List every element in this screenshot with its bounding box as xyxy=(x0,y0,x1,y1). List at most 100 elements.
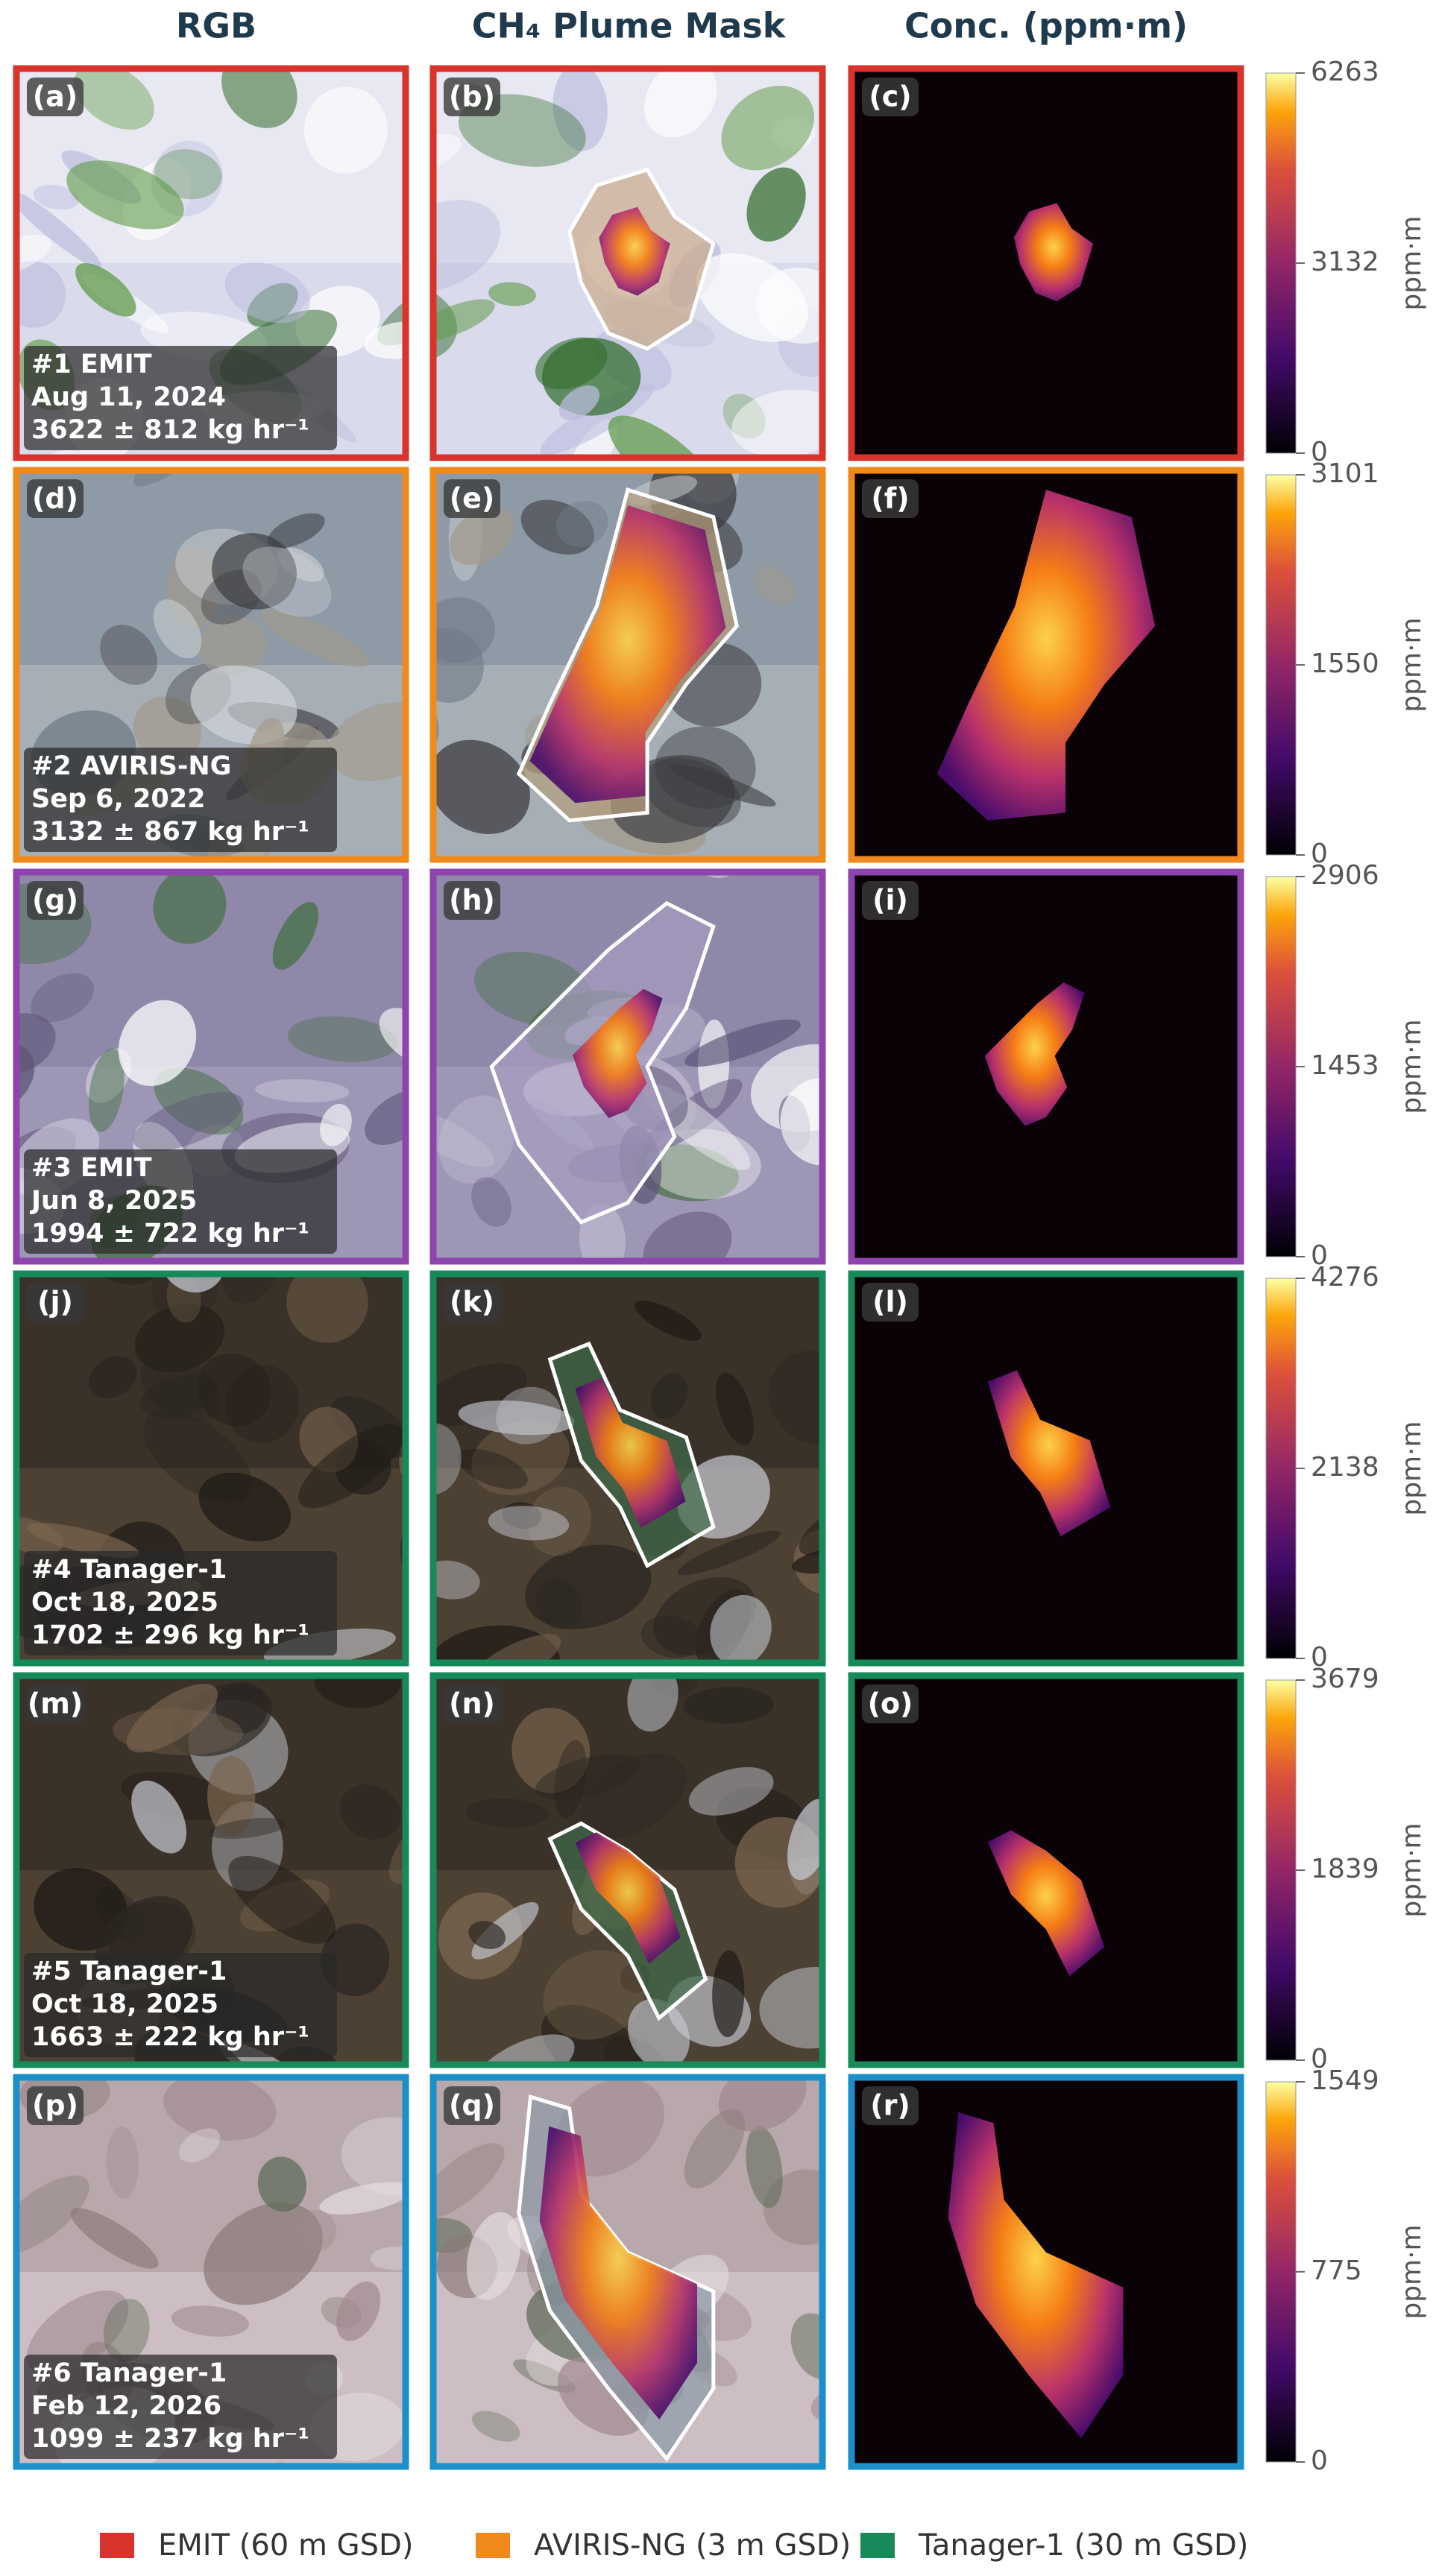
image-texture xyxy=(558,385,600,420)
image-texture xyxy=(272,901,319,970)
image-texture xyxy=(341,2117,406,2196)
legend-swatch xyxy=(476,2533,510,2558)
panel-label-box xyxy=(862,78,919,116)
info-text: #2 AVIRIS-NG xyxy=(31,751,231,781)
image-texture xyxy=(457,1448,528,1489)
image-texture xyxy=(379,1008,406,1067)
image-texture xyxy=(314,1676,401,1708)
panel-label: (b) xyxy=(449,80,495,113)
colorbar-tick-label: 0 xyxy=(1311,437,1328,467)
colorbar-tick-label: 2138 xyxy=(1311,1452,1379,1483)
image-texture xyxy=(221,1274,277,1304)
panel-label: (m) xyxy=(28,1688,83,1720)
legend-label: EMIT (60 m GSD) xyxy=(158,2528,413,2563)
panel-border xyxy=(429,467,826,863)
panel-border xyxy=(13,868,409,1265)
image-texture xyxy=(541,2004,642,2065)
panel-label: (l) xyxy=(872,1286,908,1319)
image-texture xyxy=(179,2128,221,2163)
image-texture xyxy=(465,1799,549,1828)
colorbar xyxy=(1265,876,1297,1257)
mask-panel xyxy=(433,2077,822,2466)
panel-border xyxy=(429,1672,826,2068)
image-texture xyxy=(365,1090,406,1145)
colorbar xyxy=(1265,72,1297,454)
image-texture xyxy=(640,1615,702,1658)
plume-concentration xyxy=(984,982,1085,1126)
image-texture xyxy=(466,2212,521,2300)
legend-label: AVIRIS-NG (3 m GSD) xyxy=(534,2528,851,2563)
image-texture xyxy=(85,1048,132,1103)
plume-concentration xyxy=(936,490,1156,821)
panel-border xyxy=(429,2074,826,2470)
colorbar-tick-label: 0 xyxy=(1311,1642,1328,1673)
panel-label-box xyxy=(862,1283,919,1322)
panel-border xyxy=(848,65,1244,461)
colorbar-tick-label: 4276 xyxy=(1311,1262,1379,1292)
image-texture xyxy=(527,1486,592,1556)
image-texture xyxy=(131,1780,187,1854)
image-texture xyxy=(103,2299,150,2363)
colorbar-tick-label: 0 xyxy=(1311,839,1328,869)
image-texture xyxy=(471,1177,511,1227)
panel-label-box xyxy=(444,1283,500,1322)
image-texture xyxy=(139,1374,218,1418)
rgb-panel xyxy=(16,2077,406,2466)
image-texture xyxy=(16,188,102,268)
image-texture xyxy=(433,1363,528,1427)
info-text: #4 Tanager-1 xyxy=(31,1555,227,1585)
colorbar-tick-label: 775 xyxy=(1311,2255,1362,2286)
plume-concentration xyxy=(987,1830,1105,1977)
legend-swatch xyxy=(100,2533,134,2558)
image-texture xyxy=(471,2411,520,2442)
panel-border xyxy=(429,1270,826,1667)
image-texture xyxy=(153,599,202,659)
image-texture xyxy=(100,625,158,685)
image-texture xyxy=(16,2175,89,2255)
panel-label: (o) xyxy=(868,1688,913,1720)
image-texture xyxy=(643,1211,732,1261)
image-texture xyxy=(488,282,536,306)
info-text: #1 EMIT xyxy=(31,350,152,379)
image-texture xyxy=(677,1530,781,1576)
image-texture xyxy=(133,1092,244,1152)
colorbar-label: ppm·m xyxy=(1397,2224,1427,2319)
info-text: 3622 ± 812 kg hr⁻¹ xyxy=(31,415,309,445)
image-texture xyxy=(458,1400,575,1436)
info-box xyxy=(24,748,337,852)
panel-border xyxy=(13,467,409,863)
image-texture xyxy=(88,1048,125,1132)
mask-panel xyxy=(433,470,822,859)
info-text: Jun 8, 2025 xyxy=(30,1186,197,1216)
image-texture xyxy=(106,2126,139,2199)
panel-label-box xyxy=(444,881,500,920)
image-texture xyxy=(790,2313,822,2380)
colorbar xyxy=(1265,1679,1297,2061)
mask-panel xyxy=(433,1676,822,2065)
mask-panel xyxy=(433,872,822,1261)
plume-enhancement xyxy=(575,1377,686,1528)
panel-label: (a) xyxy=(33,80,78,113)
concentration-panel xyxy=(851,69,1241,458)
column-header: Conc. (ppm·m) xyxy=(904,6,1188,46)
concentration-panel xyxy=(851,470,1241,859)
info-box xyxy=(24,1551,337,1655)
colorbar-tick-label: 1839 xyxy=(1311,1854,1379,1884)
image-texture xyxy=(627,1676,679,1732)
colorbar xyxy=(1265,1278,1297,1659)
panel-label-box xyxy=(27,479,84,518)
image-texture xyxy=(780,1077,822,1166)
image-texture xyxy=(209,1817,287,1840)
image-texture xyxy=(468,1921,506,1949)
colorbar-tick-label: 0 xyxy=(1311,1240,1328,1271)
info-text: Feb 12, 2026 xyxy=(31,2391,221,2421)
image-texture xyxy=(696,253,808,342)
image-texture xyxy=(759,1966,822,2049)
image-texture xyxy=(211,533,297,610)
panel-border xyxy=(13,65,409,461)
image-texture xyxy=(554,1740,587,1819)
info-text: #6 Tanager-1 xyxy=(31,2358,227,2388)
panel-border xyxy=(13,1270,409,1667)
image-texture xyxy=(215,1682,268,1734)
image-texture xyxy=(66,160,184,230)
